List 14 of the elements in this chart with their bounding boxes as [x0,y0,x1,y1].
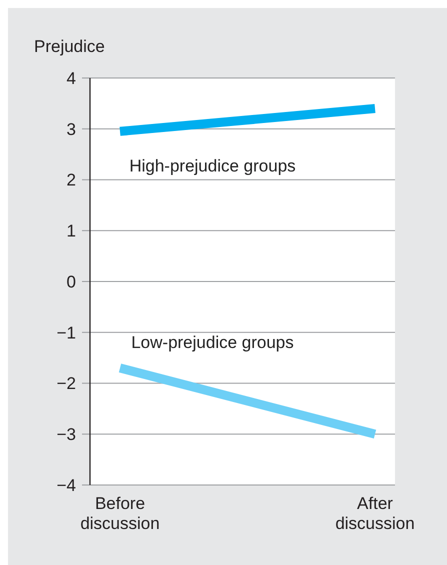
y-tick-label: −1 [56,323,76,342]
series-label: Low-prejudice groups [131,332,294,352]
y-tick-label: −4 [56,476,76,495]
x-tick-label: Before discussion [80,494,160,533]
y-tick-label: 4 [66,68,76,88]
y-tick-label: −2 [56,374,76,394]
y-tick-label: 0 [66,272,76,292]
y-axis-title: Prejudice [34,37,105,56]
y-tick-label: 1 [66,222,76,241]
series-label: High-prejudice groups [129,156,296,176]
y-tick-label: 2 [66,170,76,190]
y-tick-label: −3 [56,425,76,444]
x-tick-label: After discussion [335,494,415,533]
y-tick-label: 3 [66,120,76,139]
